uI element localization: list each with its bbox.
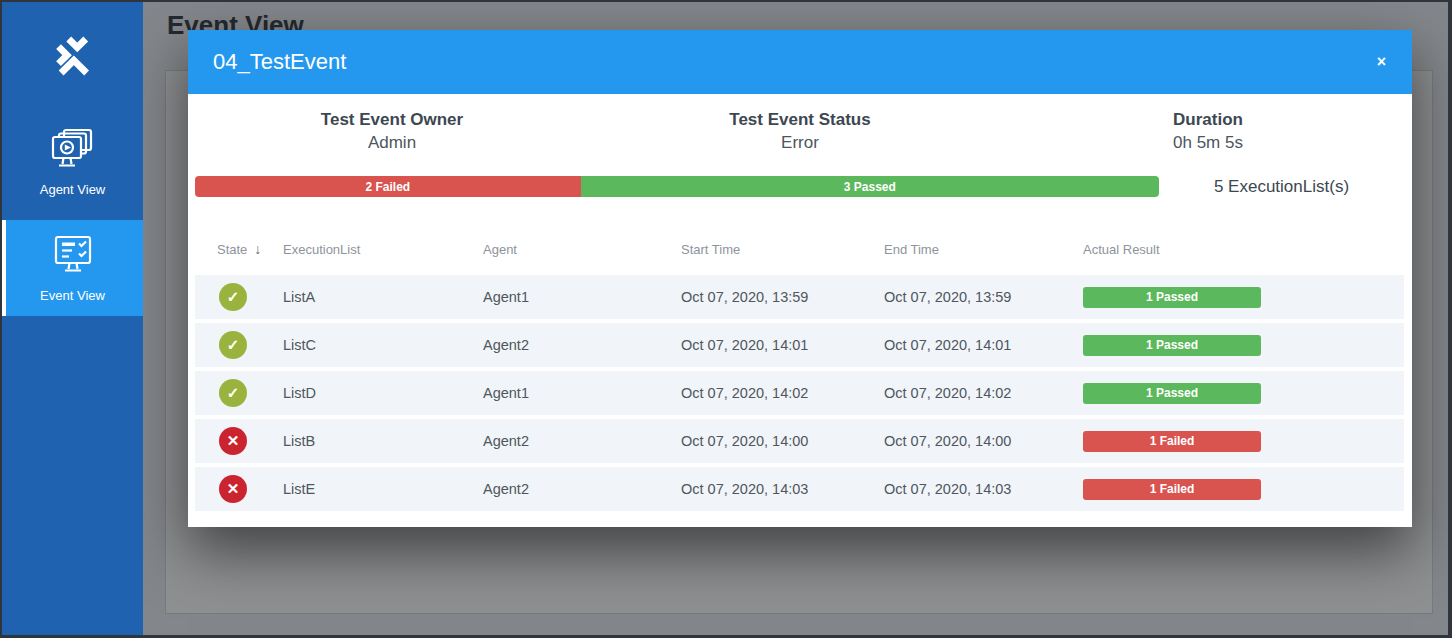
actual-result-cell: 1 Failed: [1083, 431, 1404, 452]
executionlist-cell: ListC: [283, 337, 483, 353]
summary-duration: Duration 0h 5m 5s: [1004, 108, 1412, 154]
passed-segment: 3 Passed: [581, 176, 1159, 197]
table-row[interactable]: ✕ ListB Agent2 Oct 07, 2020, 14:00 Oct 0…: [195, 419, 1404, 463]
sort-desc-icon[interactable]: ↓: [254, 241, 261, 257]
end-time-cell: Oct 07, 2020, 14:02: [884, 385, 1083, 401]
close-icon[interactable]: ×: [1377, 54, 1386, 70]
result-badge: 1 Passed: [1083, 287, 1261, 308]
column-header-state[interactable]: State↓: [195, 241, 283, 257]
modal-title: 04_TestEvent: [188, 49, 346, 75]
sidebar-item-label: Agent View: [40, 182, 106, 197]
sidebar: Agent View Event View: [2, 2, 143, 635]
end-time-cell: Oct 07, 2020, 14:01: [884, 337, 1083, 353]
executionlist-cell: ListE: [283, 481, 483, 497]
summary-row: Test Event Owner Admin Test Event Status…: [188, 108, 1412, 154]
sidebar-item-event-view[interactable]: Event View: [2, 220, 143, 316]
app-window: Agent View Event View Event View: [0, 0, 1452, 638]
table-row[interactable]: ✓ ListC Agent2 Oct 07, 2020, 14:01 Oct 0…: [195, 323, 1404, 367]
summary-value: Error: [596, 131, 1004, 154]
app-logo: [2, 2, 143, 114]
start-time-cell: Oct 07, 2020, 14:01: [681, 337, 884, 353]
agent-cell: Agent1: [483, 289, 681, 305]
agent-view-icon: [50, 128, 96, 173]
summary-value: Admin: [188, 131, 596, 154]
agent-cell: Agent2: [483, 481, 681, 497]
result-badge: 1 Failed: [1083, 431, 1261, 452]
summary-label: Test Event Status: [596, 108, 1004, 131]
actual-result-cell: 1 Passed: [1083, 383, 1404, 404]
agent-cell: Agent2: [483, 433, 681, 449]
start-time-cell: Oct 07, 2020, 14:02: [681, 385, 884, 401]
summary-owner: Test Event Owner Admin: [188, 108, 596, 154]
execution-list-count: 5 ExecutionList(s): [1159, 177, 1404, 197]
start-time-cell: Oct 07, 2020, 13:59: [681, 289, 884, 305]
summary-status: Test Event Status Error: [596, 108, 1004, 154]
column-header-agent[interactable]: Agent: [483, 242, 681, 257]
sidebar-item-label: Event View: [40, 288, 105, 303]
column-header-end-time[interactable]: End Time: [884, 242, 1083, 257]
passed-state-icon: ✓: [219, 379, 247, 407]
executionlist-cell: ListB: [283, 433, 483, 449]
table-row[interactable]: ✕ ListE Agent2 Oct 07, 2020, 14:03 Oct 0…: [195, 467, 1404, 511]
start-time-cell: Oct 07, 2020, 14:00: [681, 433, 884, 449]
end-time-cell: Oct 07, 2020, 14:03: [884, 481, 1083, 497]
agent-cell: Agent2: [483, 337, 681, 353]
execution-list-table: State↓ ExecutionList Agent Start Time En…: [195, 197, 1404, 511]
table-row[interactable]: ✓ ListA Agent1 Oct 07, 2020, 13:59 Oct 0…: [195, 275, 1404, 319]
table-body: ✓ ListA Agent1 Oct 07, 2020, 13:59 Oct 0…: [195, 275, 1404, 511]
state-cell: ✕: [195, 427, 283, 455]
end-time-cell: Oct 07, 2020, 14:00: [884, 433, 1083, 449]
table-row[interactable]: ✓ ListD Agent1 Oct 07, 2020, 14:02 Oct 0…: [195, 371, 1404, 415]
actual-result-cell: 1 Failed: [1083, 479, 1404, 500]
state-cell: ✓: [195, 283, 283, 311]
result-progress-row: 2 Failed 3 Passed 5 ExecutionList(s): [195, 176, 1404, 197]
result-badge: 1 Failed: [1083, 479, 1261, 500]
executionlist-cell: ListA: [283, 289, 483, 305]
failed-segment: 2 Failed: [195, 176, 581, 197]
state-cell: ✓: [195, 331, 283, 359]
actual-result-cell: 1 Passed: [1083, 287, 1404, 308]
result-badge: 1 Passed: [1083, 335, 1261, 356]
result-progress-bar: 2 Failed 3 Passed: [195, 176, 1159, 197]
event-view-icon: [52, 234, 94, 279]
state-cell: ✕: [195, 475, 283, 503]
start-time-cell: Oct 07, 2020, 14:03: [681, 481, 884, 497]
agent-cell: Agent1: [483, 385, 681, 401]
end-time-cell: Oct 07, 2020, 13:59: [884, 289, 1083, 305]
column-header-executionlist[interactable]: ExecutionList: [283, 242, 483, 257]
test-event-modal: 04_TestEvent × Test Event Owner Admin Te…: [188, 30, 1412, 527]
passed-state-icon: ✓: [219, 283, 247, 311]
executionlist-cell: ListD: [283, 385, 483, 401]
result-badge: 1 Passed: [1083, 383, 1261, 404]
chevron-x-logo-icon: [56, 35, 90, 81]
table-header-row: State↓ ExecutionList Agent Start Time En…: [195, 197, 1404, 275]
actual-result-cell: 1 Passed: [1083, 335, 1404, 356]
state-cell: ✓: [195, 379, 283, 407]
summary-value: 0h 5m 5s: [1004, 131, 1412, 154]
column-header-start-time[interactable]: Start Time: [681, 242, 884, 257]
summary-label: Duration: [1004, 108, 1412, 131]
column-header-actual-result[interactable]: Actual Result: [1083, 242, 1404, 257]
failed-state-icon: ✕: [219, 427, 247, 455]
summary-label: Test Event Owner: [188, 108, 596, 131]
passed-state-icon: ✓: [219, 331, 247, 359]
modal-header: 04_TestEvent ×: [188, 30, 1412, 94]
sidebar-item-agent-view[interactable]: Agent View: [2, 114, 143, 210]
failed-state-icon: ✕: [219, 475, 247, 503]
